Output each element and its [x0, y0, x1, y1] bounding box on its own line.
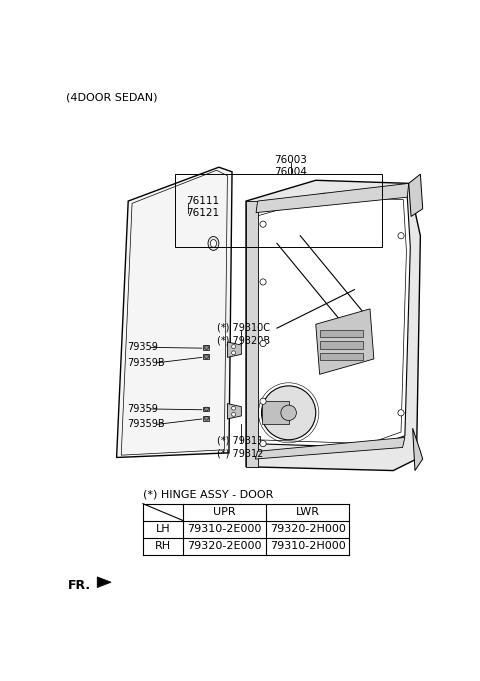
Circle shape [204, 416, 208, 420]
Bar [321, 353, 363, 360]
Circle shape [232, 413, 236, 416]
Circle shape [232, 351, 236, 355]
Circle shape [260, 221, 266, 227]
Text: LH: LH [156, 524, 170, 534]
Text: (*) 79311
(*) 79312: (*) 79311 (*) 79312 [216, 436, 263, 458]
Polygon shape [246, 201, 258, 466]
Circle shape [204, 345, 208, 349]
Ellipse shape [208, 236, 219, 251]
Polygon shape [246, 180, 420, 471]
Polygon shape [256, 183, 409, 212]
Text: 79359: 79359 [127, 343, 158, 352]
Text: 79359B: 79359B [127, 419, 165, 429]
Bar [175, 174, 382, 247]
Circle shape [232, 407, 236, 410]
Text: LWR: LWR [296, 507, 320, 517]
Polygon shape [252, 193, 410, 447]
Text: UPR: UPR [214, 507, 236, 517]
Polygon shape [255, 437, 405, 459]
Text: 79310-2E000: 79310-2E000 [188, 524, 262, 534]
Text: (*) HINGE ASSY - DOOR: (*) HINGE ASSY - DOOR [143, 490, 273, 499]
Text: (4DOOR SEDAN): (4DOOR SEDAN) [66, 93, 158, 103]
Polygon shape [97, 577, 111, 588]
Polygon shape [204, 345, 209, 349]
Polygon shape [117, 168, 232, 458]
Polygon shape [204, 416, 209, 421]
Ellipse shape [210, 240, 216, 247]
Polygon shape [316, 309, 374, 375]
Polygon shape [228, 342, 241, 358]
Circle shape [232, 345, 236, 349]
Circle shape [260, 279, 266, 285]
Text: 76111
76121: 76111 76121 [186, 195, 219, 218]
Text: (*) 79310C
(*) 79320B: (*) 79310C (*) 79320B [216, 323, 270, 345]
Circle shape [262, 386, 316, 440]
Polygon shape [409, 174, 423, 217]
Polygon shape [413, 428, 423, 471]
Text: RH: RH [155, 541, 171, 551]
Circle shape [398, 410, 404, 416]
Circle shape [260, 441, 266, 447]
Text: 79359: 79359 [127, 404, 158, 414]
Polygon shape [204, 354, 209, 359]
Circle shape [260, 398, 266, 405]
Text: 79310-2H000: 79310-2H000 [270, 541, 346, 551]
Polygon shape [204, 407, 209, 411]
Text: FR.: FR. [68, 579, 91, 592]
Circle shape [204, 407, 208, 411]
Circle shape [204, 355, 208, 358]
Text: 79320-2H000: 79320-2H000 [270, 524, 346, 534]
Bar [321, 330, 363, 337]
Bar [321, 341, 363, 349]
Polygon shape [262, 401, 288, 424]
Circle shape [260, 340, 266, 347]
Text: 79359B: 79359B [127, 358, 165, 368]
Polygon shape [228, 404, 241, 419]
Text: 79320-2E000: 79320-2E000 [187, 541, 262, 551]
Circle shape [398, 233, 404, 239]
Text: 76003
76004: 76003 76004 [275, 155, 307, 177]
Circle shape [281, 405, 296, 421]
